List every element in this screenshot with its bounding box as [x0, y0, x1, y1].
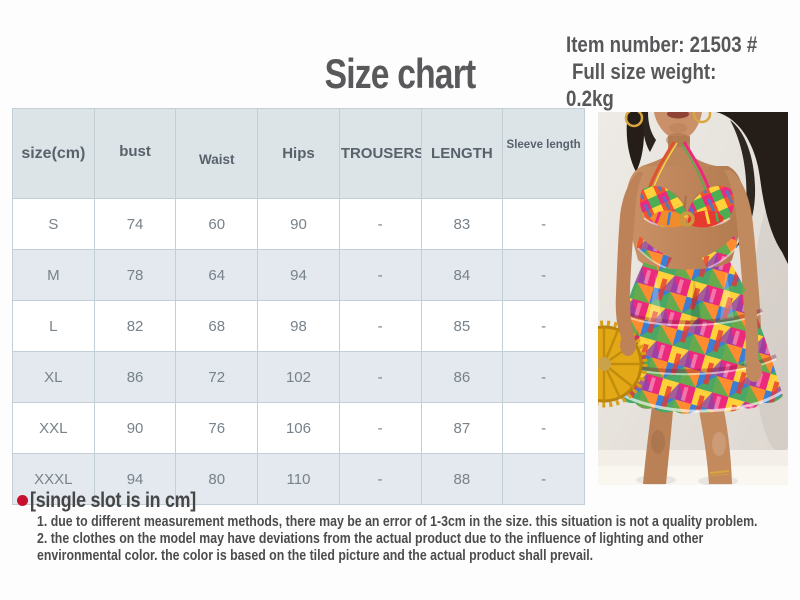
size-label-cell: XXL [12, 402, 95, 454]
disclaimer-text: 1. due to different measurement methods,… [37, 514, 757, 565]
size-label-cell: S [12, 198, 95, 250]
table-row: L 82 68 98-85- [12, 300, 585, 352]
size-table-body: S 74 60 90-83- M 78 64 94-84- L 82 68 98-85- XL 86 72 1… [12, 198, 585, 505]
disclaimer-line: 2. the clothes on the model may have dev… [37, 531, 704, 547]
red-bullet-icon [17, 495, 28, 506]
measurement-cell: - [338, 402, 422, 454]
measurement-cell: 85 [420, 300, 504, 352]
hoop-earring-icon [692, 112, 712, 124]
measurement-cell: - [502, 198, 585, 250]
column-header: LENGTH [420, 108, 504, 199]
model-right-hand [746, 358, 762, 382]
measurement-cell: - [338, 453, 422, 505]
table-row: M 78 64 94-84- [12, 249, 585, 301]
measurement-cell: 76 [175, 402, 259, 454]
measurement-cell: 60 [175, 198, 259, 250]
weight-label-text: Full size weight: [571, 59, 717, 84]
item-info-block: Item number: 21503 # Full size weight: 0… [566, 31, 757, 112]
disclaimer-line: 1. due to different measurement methods,… [37, 514, 758, 530]
size-label-cell: M [12, 249, 95, 301]
model-left-forearm [617, 295, 635, 344]
column-header: Hips [257, 108, 340, 199]
measurement-cell: 68 [175, 300, 259, 352]
size-table: size(cm) bust Waist Hips TROUSERS LENGTH Sleev… [12, 108, 585, 505]
measurement-cell: - [502, 249, 585, 301]
o-ring-detail [679, 211, 695, 227]
measurement-cell: 88 [420, 453, 504, 505]
column-header: bust [93, 108, 177, 199]
column-header: TROUSERS [338, 108, 422, 199]
measurement-cell: - [338, 300, 422, 352]
measurement-cell: 72 [175, 351, 259, 403]
measurement-cell: 106 [257, 402, 340, 454]
measurement-cell: 64 [175, 249, 259, 301]
model-left-hand [620, 334, 636, 356]
weight-value-text: 0.2kg [566, 86, 614, 111]
model-legs [643, 392, 732, 484]
product-photo [598, 112, 788, 485]
measurement-cell: - [502, 300, 585, 352]
measurement-cell: 94 [257, 249, 340, 301]
notes-section: [single slot is in cm] 1. due to differe… [17, 489, 800, 565]
table-row: XL 86 72 102-86- [12, 351, 585, 403]
table-row: XXL 90 76 106-87- [12, 402, 585, 454]
measurement-cell: - [502, 402, 585, 454]
hoop-earring-icon [624, 112, 644, 128]
model-dress-top [636, 185, 738, 270]
size-label-cell: XL [12, 351, 95, 403]
notes-heading-row: [single slot is in cm] [17, 489, 800, 512]
model-right-forearm [743, 289, 759, 364]
anklet-detail [709, 470, 730, 474]
measurement-cell: 80 [175, 453, 259, 505]
measurement-cell: - [502, 351, 585, 403]
measurement-cell: 90 [257, 198, 340, 250]
measurement-cell: 82 [93, 300, 177, 352]
measurement-cell: 78 [93, 249, 177, 301]
measurement-cell: 102 [257, 351, 340, 403]
measurement-cell: - [338, 351, 422, 403]
measurement-cell: - [338, 249, 422, 301]
column-header: size(cm) [12, 108, 95, 199]
measurement-cell: 94 [93, 453, 177, 505]
measurement-cell: 90 [93, 402, 177, 454]
measurement-cell: 86 [93, 351, 177, 403]
page-title: Size chart [324, 50, 477, 98]
disclaimer-line: environmental color. the color is based … [37, 548, 594, 564]
table-row: XXXL 94 80 110-88- [12, 453, 585, 505]
model-illustration [598, 112, 788, 485]
measurement-cell: 86 [420, 351, 504, 403]
unit-note-heading: [single slot is in cm] [30, 488, 196, 512]
measurement-cell: - [338, 198, 422, 250]
model-face [654, 112, 702, 138]
measurement-cell: 98 [257, 300, 340, 352]
column-header: Sleeve length [502, 108, 585, 199]
measurement-cell: 74 [93, 198, 177, 250]
column-header: Waist [175, 108, 259, 199]
table-header-row: size(cm) bust Waist Hips TROUSERS LENGTH Sleev… [12, 108, 585, 199]
measurement-cell: 84 [420, 249, 504, 301]
size-label-cell: L [12, 300, 95, 352]
item-number-text: Item number: 21503 # [566, 32, 758, 57]
size-table-head: size(cm) bust Waist Hips TROUSERS LENGTH Sleev… [12, 108, 585, 199]
measurement-cell: 87 [420, 402, 504, 454]
measurement-cell: 83 [420, 198, 504, 250]
measurement-cell: - [502, 453, 585, 505]
table-row: S 74 60 90-83- [12, 198, 585, 250]
